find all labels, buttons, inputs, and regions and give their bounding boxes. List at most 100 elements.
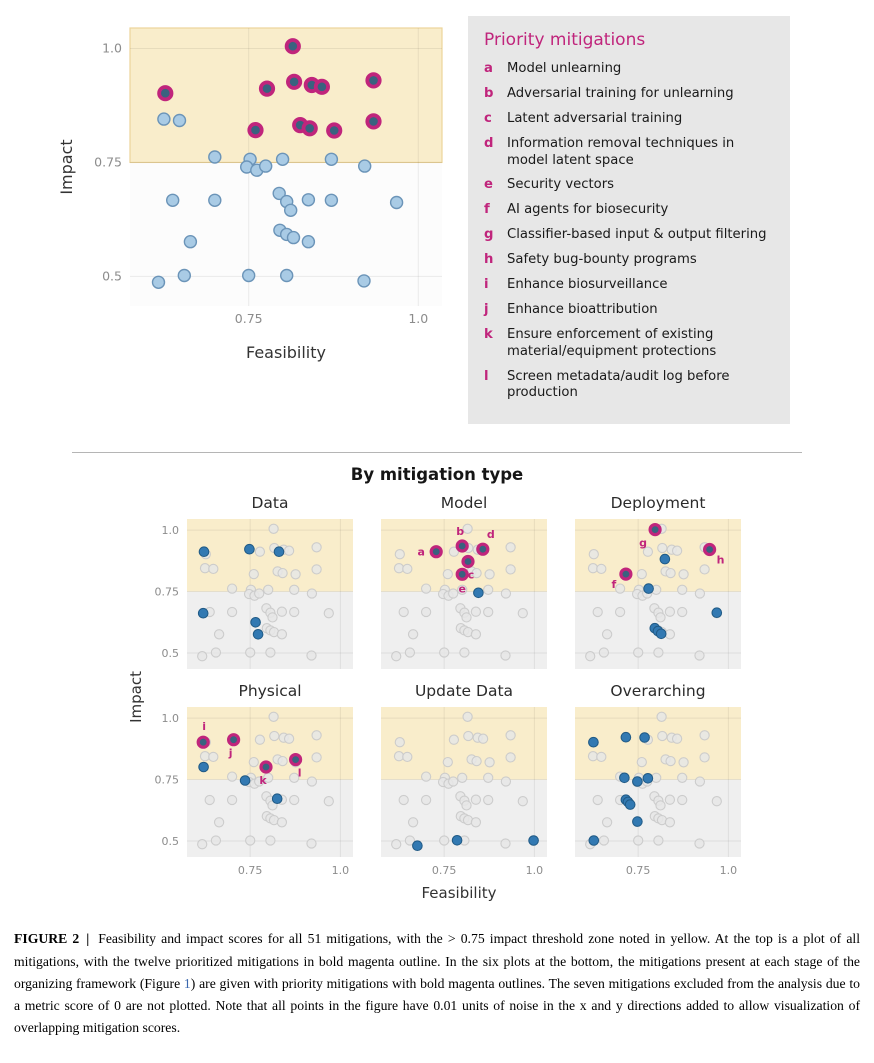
legend-label: Adversarial training for unlearning — [507, 85, 734, 101]
section-divider — [72, 452, 802, 454]
svg-text:Model: Model — [440, 494, 487, 512]
panel-physical-svg: i j k l 0.5 0.75 1.0 0.75 1.0 Physical — [154, 682, 353, 877]
svg-text:0.75: 0.75 — [235, 311, 263, 326]
legend-label: Security vectors — [507, 177, 615, 193]
legend-item: d Information removal techniques in model… — [484, 136, 774, 170]
legend-key: c — [484, 110, 492, 126]
legend-item: f AI agents for biosecurity — [484, 202, 774, 219]
legend-key: e — [484, 177, 493, 193]
small-multiples-section: Impact 0.5 0.75 1.0 Data a b c d e Model g h f Deploy… — [0, 492, 874, 902]
svg-text:g: g — [639, 537, 647, 550]
legend-label: Safety bug-bounty programs — [507, 252, 697, 268]
svg-text:0.75: 0.75 — [94, 154, 122, 169]
svg-text:0.75: 0.75 — [154, 586, 179, 599]
svg-text:1.0: 1.0 — [719, 864, 737, 877]
legend-key: l — [484, 368, 489, 384]
legend-item: k Ensure enforcement of existing material… — [484, 327, 774, 361]
legend-key: i — [484, 277, 489, 293]
legend-items: a Model unlearning b Adversarial training f… — [484, 61, 774, 402]
panel-model-svg: a b c d e Model — [380, 494, 547, 670]
legend-item: e Security vectors — [484, 177, 774, 194]
section-title: By mitigation type — [350, 465, 524, 485]
top-section: 0.5 0.75 1.0 0.75 1.0 Feasibility Impact Prior… — [56, 16, 790, 425]
svg-text:Impact: Impact — [57, 139, 76, 194]
svg-text:b: b — [456, 525, 464, 538]
panel-overarching: 0.75 1.0 Overarching — [566, 680, 748, 884]
legend-label: Latent adversarial training — [507, 110, 683, 126]
legend-key: d — [484, 135, 494, 151]
panel-update-data-svg: 0.75 1.0 Update Data — [380, 682, 547, 877]
legend-label: Ensure enforcement of existing material/… — [507, 326, 717, 359]
figure-caption-text: Feasibility and impact scores for all 51… — [14, 931, 860, 991]
legend-label: Enhance biosurveillance — [507, 277, 668, 293]
svg-text:Overarching: Overarching — [610, 682, 705, 700]
svg-text:Feasibility: Feasibility — [246, 343, 326, 362]
svg-text:0.75: 0.75 — [625, 864, 650, 877]
svg-text:k: k — [259, 774, 267, 787]
svg-text:h: h — [716, 554, 724, 567]
panel-deployment: g h f Deployment — [566, 492, 748, 678]
svg-text:1.0: 1.0 — [408, 311, 428, 326]
svg-text:Update Data: Update Data — [414, 682, 512, 700]
svg-text:0.5: 0.5 — [161, 835, 179, 848]
panel-data-svg: 0.5 0.75 1.0 Data — [154, 494, 353, 670]
panel-update-data: 0.75 1.0 Update Data — [372, 680, 554, 884]
figure-1-link[interactable]: 1 — [183, 975, 191, 991]
legend-label: Screen metadata/audit log before product… — [507, 368, 730, 401]
legend-item: a Model unlearning — [484, 61, 774, 78]
svg-text:1.0: 1.0 — [525, 864, 543, 877]
legend-label: Information removal techniques in model … — [507, 135, 735, 168]
svg-text:e: e — [458, 583, 465, 596]
scatter-all-mitigations-svg: 0.5 0.75 1.0 0.75 1.0 Feasibility Impact — [57, 27, 443, 362]
svg-text:d: d — [486, 529, 494, 542]
legend-item: g Classifier-based input & output filteri… — [484, 227, 774, 244]
svg-text:l: l — [297, 767, 301, 780]
figure-caption-text-2: ) are given with priority mitigations wi… — [14, 975, 861, 1036]
svg-text:Deployment: Deployment — [610, 494, 705, 512]
svg-text:Physical: Physical — [238, 682, 301, 700]
shared-y-axis-label: Impact — [126, 671, 145, 724]
scatter-all-mitigations: 0.5 0.75 1.0 0.75 1.0 Feasibility Impact — [56, 16, 454, 368]
svg-text:0.5: 0.5 — [161, 647, 179, 660]
panel-overarching-svg: 0.75 1.0 Overarching — [574, 682, 741, 877]
svg-text:j: j — [227, 747, 232, 760]
legend-title: Priority mitigations — [484, 30, 646, 50]
svg-text:1.0: 1.0 — [331, 864, 349, 877]
legend-key: g — [484, 227, 494, 243]
svg-text:f: f — [611, 578, 616, 591]
shared-x-axis-label: Feasibility — [421, 884, 497, 903]
panel-data: 0.5 0.75 1.0 Data — [147, 492, 360, 678]
priority-mitigations-legend: Priority mitigations a Model unlearning b A… — [468, 16, 790, 425]
legend-key: h — [484, 252, 494, 268]
panels-column: 0.5 0.75 1.0 Data a b c d e Model g h f Deployment i j k… — [147, 492, 748, 902]
svg-text:0.75: 0.75 — [237, 864, 261, 877]
figure-caption-label: FIGURE 2 — [14, 931, 80, 947]
svg-text:Data: Data — [251, 494, 288, 512]
panels-grid: 0.5 0.75 1.0 Data a b c d e Model g h f Deployment i j k… — [147, 492, 748, 884]
legend-label: Model unlearning — [507, 61, 622, 76]
svg-text:i: i — [202, 721, 206, 734]
figure-caption-separator: | — [86, 931, 90, 947]
svg-text:0.5: 0.5 — [102, 268, 122, 283]
panel-model: a b c d e Model — [372, 492, 554, 678]
legend-label: AI agents for biosecurity — [507, 202, 669, 218]
svg-text:0.75: 0.75 — [431, 864, 456, 877]
svg-text:1.0: 1.0 — [161, 712, 179, 725]
svg-text:0.75: 0.75 — [154, 774, 179, 787]
legend-key: j — [484, 301, 489, 317]
svg-text:1.0: 1.0 — [102, 41, 122, 56]
legend-item: i Enhance biosurveillance — [484, 277, 774, 294]
svg-text:1.0: 1.0 — [161, 524, 179, 537]
panel-physical: i j k l 0.5 0.75 1.0 0.75 1.0 Physical — [147, 680, 360, 884]
legend-item: b Adversarial training for unlearning — [484, 86, 774, 103]
panel-deployment-svg: g h f Deployment — [574, 494, 741, 670]
legend-key: f — [484, 202, 490, 218]
legend-key: b — [484, 85, 494, 101]
svg-text:c: c — [467, 569, 474, 582]
legend-key: a — [484, 61, 493, 76]
figure-caption: FIGURE 2 | Feasibility and impact scores f… — [14, 928, 860, 1039]
legend-label: Classifier-based input & output filterin… — [507, 227, 767, 243]
legend-item: h Safety bug-bounty programs — [484, 252, 774, 269]
legend-item: l Screen metadata/audit log before produc… — [484, 369, 774, 403]
